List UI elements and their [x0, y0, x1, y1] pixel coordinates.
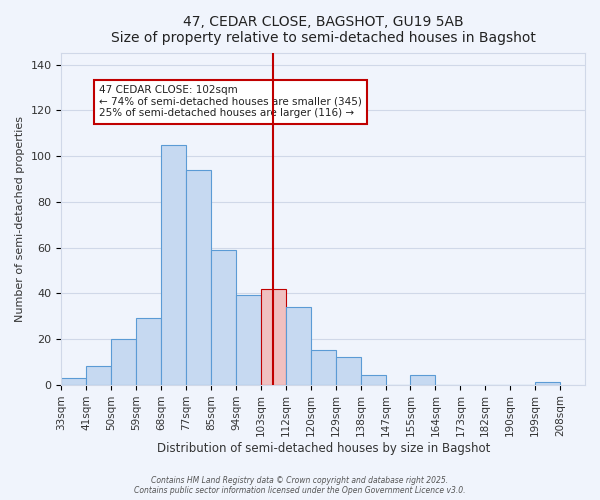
Bar: [410, 376, 436, 384]
Bar: [161, 144, 186, 384]
Bar: [86, 366, 111, 384]
Bar: [311, 350, 335, 384]
Bar: [361, 376, 386, 384]
Text: Contains HM Land Registry data © Crown copyright and database right 2025.
Contai: Contains HM Land Registry data © Crown c…: [134, 476, 466, 495]
Bar: [211, 250, 236, 384]
Bar: [136, 318, 161, 384]
Bar: [286, 307, 311, 384]
Title: 47, CEDAR CLOSE, BAGSHOT, GU19 5AB
Size of property relative to semi-detached ho: 47, CEDAR CLOSE, BAGSHOT, GU19 5AB Size …: [111, 15, 536, 45]
X-axis label: Distribution of semi-detached houses by size in Bagshot: Distribution of semi-detached houses by …: [157, 442, 490, 455]
Bar: [61, 378, 86, 384]
Bar: [335, 357, 361, 384]
Bar: [236, 296, 261, 384]
Bar: [111, 339, 136, 384]
Bar: [186, 170, 211, 384]
Text: 47 CEDAR CLOSE: 102sqm
← 74% of semi-detached houses are smaller (345)
25% of se: 47 CEDAR CLOSE: 102sqm ← 74% of semi-det…: [99, 86, 362, 118]
Bar: [535, 382, 560, 384]
Bar: [261, 288, 286, 384]
Y-axis label: Number of semi-detached properties: Number of semi-detached properties: [15, 116, 25, 322]
